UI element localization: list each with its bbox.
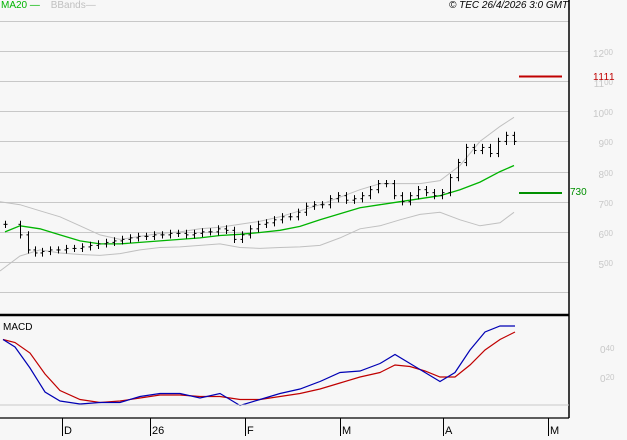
resistance-level-label: 1111 (593, 72, 616, 83)
price-levels (519, 75, 562, 194)
x-axis-ticks (62, 418, 549, 436)
price-gridlines (0, 21, 569, 293)
price-axis-label: 600 (598, 228, 613, 241)
x-axis-label: D (64, 425, 72, 437)
ma20-line (4, 164, 515, 245)
price-axis-label: 900 (598, 138, 613, 151)
price-axis-label: 500 (598, 259, 613, 271)
macd-panel-title: MACD (3, 322, 33, 333)
support-level-label: 730 (570, 187, 587, 198)
price-axis-label: 1100 (593, 78, 613, 91)
bollinger-bands (0, 116, 515, 272)
chart-frame (0, 0, 570, 419)
price-axis-label: 1000 (592, 108, 613, 121)
x-axis-label: M (550, 425, 560, 437)
price-axis-label: 700 (598, 198, 613, 211)
x-axis-label: 26 (152, 425, 165, 437)
macd-axis-label: 020 (600, 373, 615, 385)
price-bars (3, 131, 517, 257)
legend-ma20: MA20 — (1, 0, 40, 11)
price-axis-label: 800 (598, 168, 613, 181)
macd-lines (2, 325, 516, 407)
price-axis-label: 1200 (592, 48, 613, 60)
copyright-timestamp: © TEC 26/4/2026 3:0 GMT (449, 0, 569, 11)
macd-axis-label: 040 (600, 344, 615, 356)
x-axis-label: M (342, 425, 352, 437)
legend-bbands: BBands— (50, 0, 96, 11)
x-axis-label: F (247, 425, 254, 437)
chart-legend: MA20 — BBands— (1, 0, 96, 11)
x-axis-label: A (445, 425, 453, 437)
